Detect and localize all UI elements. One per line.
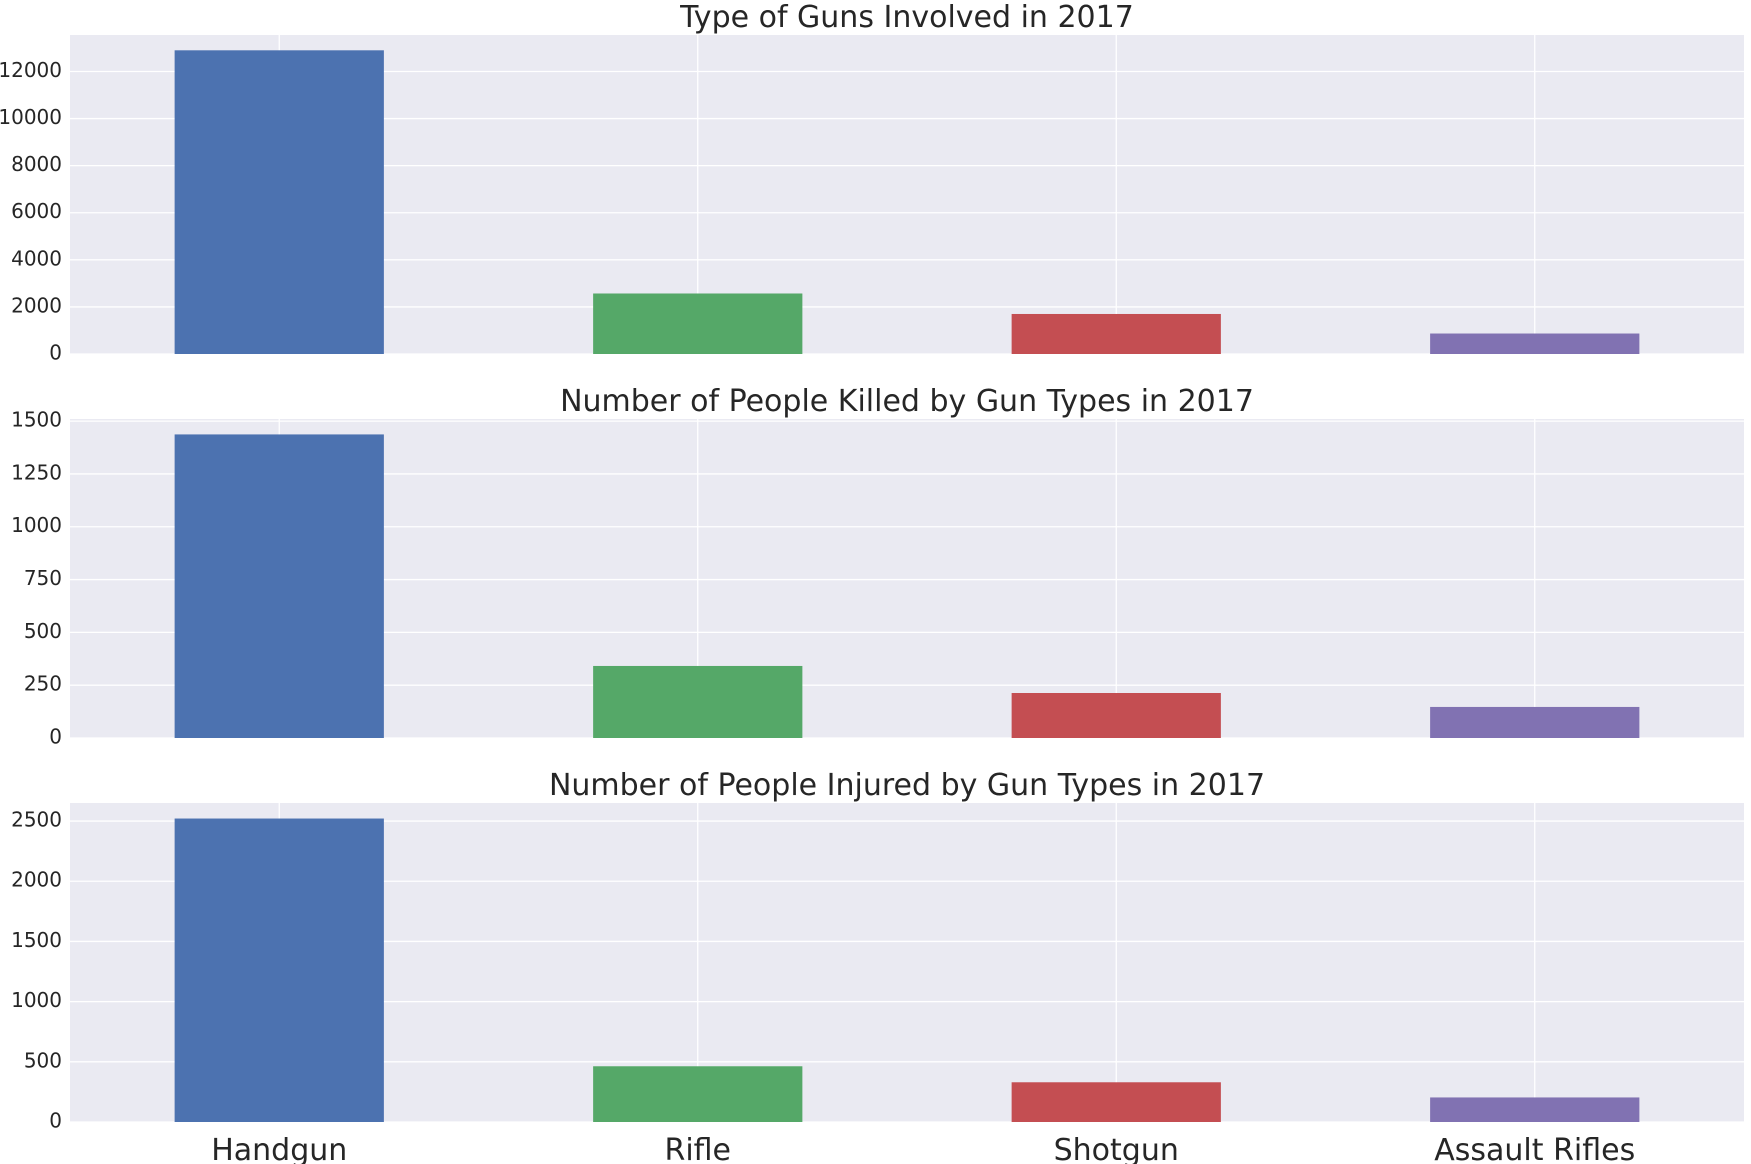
y-tick-label: 500 [24, 1048, 62, 1072]
y-tick-label: 0 [49, 341, 62, 365]
bar-shotgun [1011, 313, 1221, 354]
bar-handgun [174, 434, 384, 738]
bar-shotgun [1011, 693, 1221, 738]
bar-handgun [174, 50, 384, 354]
y-tick-label: 500 [24, 619, 62, 643]
y-tick-label: 2000 [11, 293, 62, 317]
bar-rifle [593, 665, 803, 738]
chart-title: Number of People Injured by Gun Types in… [549, 768, 1265, 803]
x-tick-label: Rifle [664, 1133, 731, 1164]
chart-title: Type of Guns Involved in 2017 [679, 0, 1134, 35]
y-tick-label: 750 [24, 566, 62, 590]
y-tick-label: 1250 [11, 460, 62, 484]
bar-rifle [593, 1066, 803, 1122]
y-tick-label: 2000 [11, 868, 62, 892]
y-tick-label: 1500 [11, 408, 62, 432]
chart-panel-people-injured: Number of People Injured by Gun Types in… [11, 768, 1744, 1164]
y-tick-label: 1000 [11, 988, 62, 1012]
y-tick-label: 4000 [11, 246, 62, 270]
chart-panel-guns-involved: Type of Guns Involved in 2017 0 2000 4000 6… [0, 0, 1744, 365]
y-tick-label: 2500 [11, 808, 62, 832]
y-tick-label: 6000 [11, 199, 62, 223]
y-tick-label: 10000 [0, 105, 62, 129]
y-tick-label: 12000 [0, 58, 62, 82]
bar-handgun [174, 818, 384, 1122]
chart-panel-people-killed: Number of People Killed by Gun Types in … [11, 384, 1744, 749]
bar-shotgun [1011, 1082, 1221, 1122]
bar-rifle [593, 293, 803, 354]
x-tick-label: Shotgun [1054, 1133, 1179, 1164]
x-tick-label: Handgun [211, 1133, 347, 1164]
y-tick-label: 1500 [11, 928, 62, 952]
x-tick-label: Assault Rifles [1434, 1133, 1635, 1164]
bar-assault-rifles [1430, 1097, 1640, 1122]
chart-title: Number of People Killed by Gun Types in … [560, 384, 1254, 419]
y-tick-label: 1000 [11, 513, 62, 537]
y-tick-label: 8000 [11, 152, 62, 176]
y-tick-label: 0 [49, 725, 62, 749]
bar-assault-rifles [1430, 706, 1640, 738]
y-tick-label: 0 [49, 1109, 62, 1133]
y-tick-label: 250 [24, 672, 62, 696]
bar-assault-rifles [1430, 333, 1640, 354]
